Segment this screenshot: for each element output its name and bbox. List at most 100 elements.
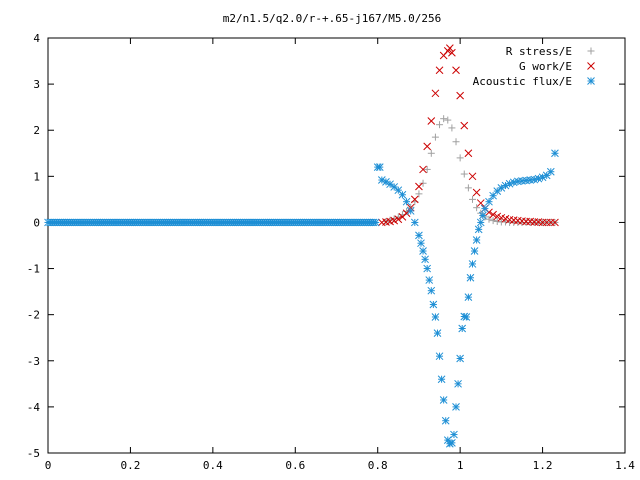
y-tick-label: -4 (27, 401, 41, 414)
data-point (464, 184, 472, 192)
data-point (415, 231, 423, 240)
data-point (394, 215, 403, 224)
data-point (421, 255, 429, 264)
y-tick-label: -2 (27, 309, 40, 322)
data-point (390, 216, 399, 225)
data-point (456, 354, 464, 363)
data-point (452, 138, 460, 146)
y-tick-label: 0 (33, 216, 40, 229)
data-point (375, 163, 384, 171)
legend-label: R stress/E (506, 45, 572, 58)
data-point (427, 149, 435, 157)
data-point (429, 300, 438, 309)
data-point (427, 286, 436, 295)
x-tick-label: 0.2 (120, 459, 140, 472)
data-point (456, 91, 464, 100)
data-point (473, 204, 481, 212)
data-point (489, 217, 497, 225)
data-point (445, 44, 454, 52)
data-point (398, 190, 407, 199)
legend: R stress/E G work/E Acoustic flux/E (473, 45, 595, 88)
data-point (481, 204, 489, 213)
data-point (468, 260, 477, 268)
data-point (419, 247, 427, 255)
data-point (448, 48, 456, 57)
data-point (460, 121, 469, 130)
data-point (410, 195, 419, 204)
data-point (386, 180, 394, 189)
data-point (530, 175, 539, 184)
data-point (485, 215, 493, 223)
data-point (466, 273, 475, 282)
legend-marker (587, 47, 595, 55)
data-point (444, 116, 452, 124)
data-point (452, 66, 460, 75)
data-point (493, 212, 502, 221)
data-point (478, 211, 487, 220)
data-point (470, 247, 479, 255)
y-tick-label: 1 (33, 170, 40, 183)
x-tick-label: 1.4 (615, 459, 635, 472)
data-point (450, 430, 458, 439)
data-point (489, 210, 497, 219)
data-point (436, 121, 444, 129)
data-point (431, 313, 440, 321)
data-point (415, 182, 423, 191)
data-point (476, 218, 485, 227)
data-point (472, 236, 481, 244)
data-point (464, 149, 473, 158)
data-point (468, 172, 477, 181)
data-point (551, 149, 559, 158)
x-tick-label: 1.2 (533, 459, 553, 472)
data-point (427, 117, 436, 125)
data-point (410, 218, 419, 227)
data-point (472, 188, 481, 197)
plot-border (47, 37, 626, 454)
data-point (441, 416, 450, 425)
x-axis: 0 0.2 0.4 0.6 0.8 1 1.2 1.4 (45, 38, 635, 472)
data-point (390, 183, 399, 191)
x-tick-label: 0 (45, 459, 52, 472)
x-tick-label: 1 (457, 459, 464, 472)
data-point (435, 66, 444, 75)
series-layer (44, 44, 559, 448)
y-tick-label: 3 (33, 78, 40, 91)
data-point (474, 225, 483, 234)
data-point (456, 154, 464, 162)
data-point (469, 195, 477, 203)
data-point (493, 187, 502, 195)
y-tick-label: -1 (27, 263, 40, 276)
data-point (423, 264, 432, 273)
data-point (425, 276, 434, 284)
data-point (458, 324, 467, 333)
data-point (419, 165, 427, 174)
data-point (437, 375, 446, 384)
data-point (452, 403, 460, 411)
data-point (417, 239, 425, 248)
legend-label: Acoustic flux/E (473, 75, 572, 88)
plot-frame (47, 37, 626, 454)
y-tick-label: -3 (27, 355, 40, 368)
data-point (419, 179, 427, 187)
data-point (485, 197, 493, 206)
series-3 (373, 149, 559, 448)
data-point (454, 379, 462, 388)
data-point (464, 293, 473, 301)
y-tick-label: 2 (33, 124, 40, 137)
data-point (476, 199, 485, 207)
y-axis: 4 3 2 1 0 -1 -2 -3 -4 -5 (27, 32, 625, 460)
data-point (423, 142, 432, 151)
series-4 (44, 218, 380, 227)
y-tick-label: -5 (27, 447, 40, 460)
chart-title: m2/n1.5/q2.0/r-+.65-j167/M5.0/256 (223, 12, 442, 25)
data-point (406, 207, 415, 215)
legend-marker (587, 62, 595, 70)
data-point (435, 352, 444, 361)
data-point (546, 167, 555, 176)
data-point (460, 170, 468, 178)
data-point (448, 124, 456, 132)
data-point (431, 89, 440, 98)
x-tick-label: 0.6 (285, 459, 305, 472)
data-point (439, 396, 448, 404)
